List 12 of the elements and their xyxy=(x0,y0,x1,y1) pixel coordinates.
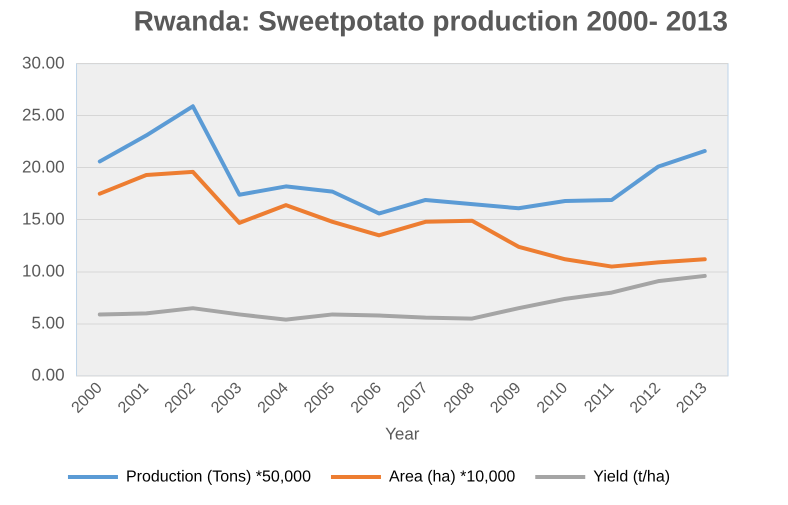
y-tick-label: 10.00 xyxy=(22,261,65,280)
y-tick-label: 25.00 xyxy=(22,105,65,124)
x-axis-title: Year xyxy=(385,424,420,444)
legend-label: Production (Tons) *50,000 xyxy=(126,468,312,486)
y-tick-label: 30.00 xyxy=(22,53,65,72)
y-tick-label: 0.00 xyxy=(31,366,65,385)
y-tick-label: 20.00 xyxy=(22,157,65,176)
y-tick-label: 15.00 xyxy=(22,209,65,228)
y-tick-label: 5.00 xyxy=(31,314,65,332)
legend-label: Area (ha) *10,000 xyxy=(388,468,516,486)
legend-label: Yield (t/ha) xyxy=(593,468,670,486)
chart-title: Rwanda: Sweetpotato production 2000- 2013 xyxy=(134,6,728,37)
